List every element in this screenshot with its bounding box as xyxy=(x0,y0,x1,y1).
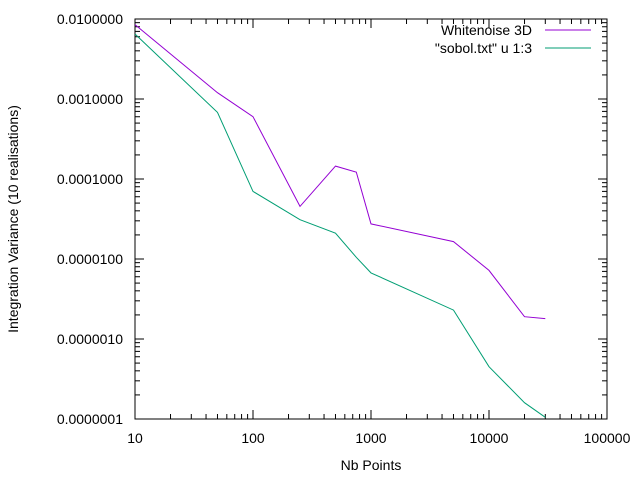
x-tick-label: 10000 xyxy=(470,430,509,446)
y-tick-labels: 0.0000001 0.0000010 0.0000100 0.0001000 0.00… xyxy=(57,11,123,427)
legend-label-1: "sobol.txt" u 1:3 xyxy=(435,40,532,56)
x-axis-title: Nb Points xyxy=(341,457,402,473)
x-tick-labels: 10 100 1000 10000 100000 xyxy=(127,430,630,446)
y-tick-label: 0.0000010 xyxy=(57,331,123,347)
x-tick-label: 100 xyxy=(241,430,265,446)
y-tick-label: 0.0010000 xyxy=(57,91,123,107)
y-tick-label: 0.0100000 xyxy=(57,11,123,27)
x-tick-label: 1000 xyxy=(355,430,386,446)
x-tick-label: 10 xyxy=(127,430,143,446)
series-line-0 xyxy=(134,24,546,320)
y-tick-label: 0.0000100 xyxy=(57,251,123,267)
series-line-1 xyxy=(134,33,546,418)
y-tick-label: 0.0000001 xyxy=(57,411,123,427)
x-tick-label: 100000 xyxy=(584,430,631,446)
axis-ticks xyxy=(134,18,608,420)
legend: Whitenoise 3D "sobol.txt" u 1:3 xyxy=(435,22,591,56)
y-axis-title: Integration Variance (10 realisations) xyxy=(5,105,21,333)
plot-frame xyxy=(134,18,608,420)
legend-label-0: Whitenoise 3D xyxy=(441,22,532,38)
y-tick-label: 0.0001000 xyxy=(57,171,123,187)
series-lines xyxy=(134,24,546,418)
